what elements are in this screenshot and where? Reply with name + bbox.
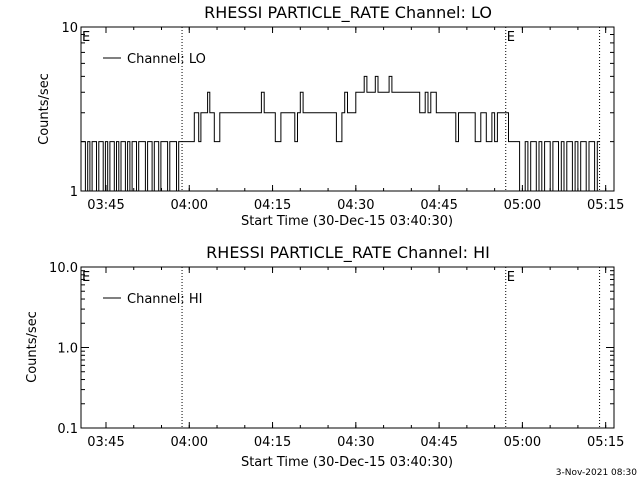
x-tick-label-lo: 05:15 [587, 198, 624, 213]
plot-frame-lo [80, 26, 615, 192]
y-tick-label-hi: 1.0 [57, 342, 78, 357]
panel-lo: RHESSI PARTICLE_RATE Channel: LO Counts/… [37, 3, 624, 229]
x-tick-label-hi: 05:15 [587, 435, 624, 450]
panel-hi: RHESSI PARTICLE_RATE Channel: HI Counts/… [25, 243, 624, 470]
y-tick-label-lo: 1 [70, 185, 78, 200]
x-tick-label-lo: 03:45 [87, 198, 124, 213]
x-tick-label-lo: 04:00 [171, 198, 208, 213]
series-line-lo [81, 75, 600, 192]
x-tick-label-hi: 04:45 [420, 435, 457, 450]
event-marker-lo: E [82, 30, 90, 45]
event-marker-lo: E [507, 30, 515, 45]
x-tick-label-hi: 04:00 [171, 435, 208, 450]
event-marker-hi: E [507, 270, 515, 285]
y-tick-label-lo: 10 [61, 21, 78, 36]
legend-label-hi: Channel: HI [127, 292, 203, 307]
event-marker-hi: E [82, 270, 90, 285]
x-tick-label-lo: 05:00 [504, 198, 541, 213]
y-tick-label-hi: 10.0 [49, 261, 78, 276]
x-tick-label-hi: 04:15 [254, 435, 291, 450]
x-axis-label-lo: Start Time (30-Dec-15 03:40:30) [241, 214, 453, 229]
y-axis-label-lo: Counts/sec [37, 73, 52, 145]
legend-label-lo: Channel: LO [127, 52, 206, 67]
x-tick-label-lo: 04:45 [420, 198, 457, 213]
x-tick-label-lo: 04:30 [337, 198, 374, 213]
footer-timestamp: 3-Nov-2021 08:30 [556, 468, 638, 478]
x-tick-label-hi: 05:00 [504, 435, 541, 450]
chart-title-lo: RHESSI PARTICLE_RATE Channel: LO [204, 3, 492, 23]
y-tick-label-hi: 0.1 [57, 422, 78, 437]
x-tick-label-lo: 04:15 [254, 198, 291, 213]
chart-title-hi: RHESSI PARTICLE_RATE Channel: HI [206, 243, 490, 263]
y-axis-label-hi: Counts/sec [25, 311, 40, 383]
x-axis-label-hi: Start Time (30-Dec-15 03:40:30) [241, 455, 453, 470]
x-tick-label-hi: 04:30 [337, 435, 374, 450]
x-tick-label-hi: 03:45 [87, 435, 124, 450]
